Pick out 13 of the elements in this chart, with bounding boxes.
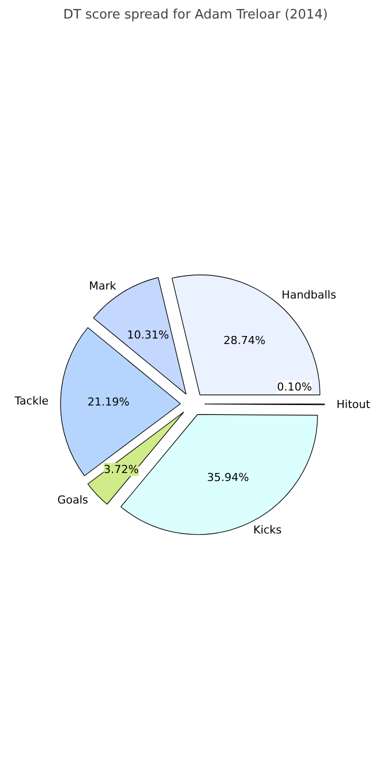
data-label: 10.31% [126, 328, 169, 342]
slice-label: Kicks [253, 524, 282, 537]
data-label: 21.19% [88, 396, 130, 409]
data-label: 3.72% [104, 462, 139, 476]
slice-label: Mark [89, 280, 117, 293]
chart-title: DT score spread for Adam Treloar (2014) [63, 8, 328, 22]
slice-label: Goals [57, 493, 88, 506]
slice-label: Hitout [336, 398, 371, 411]
data-label: 0.10% [277, 380, 312, 394]
data-label: 28.74% [224, 334, 266, 347]
slice-label: Tackle [14, 394, 49, 408]
data-label: 35.94% [206, 471, 249, 484]
slice-label: Handballs [282, 288, 336, 302]
